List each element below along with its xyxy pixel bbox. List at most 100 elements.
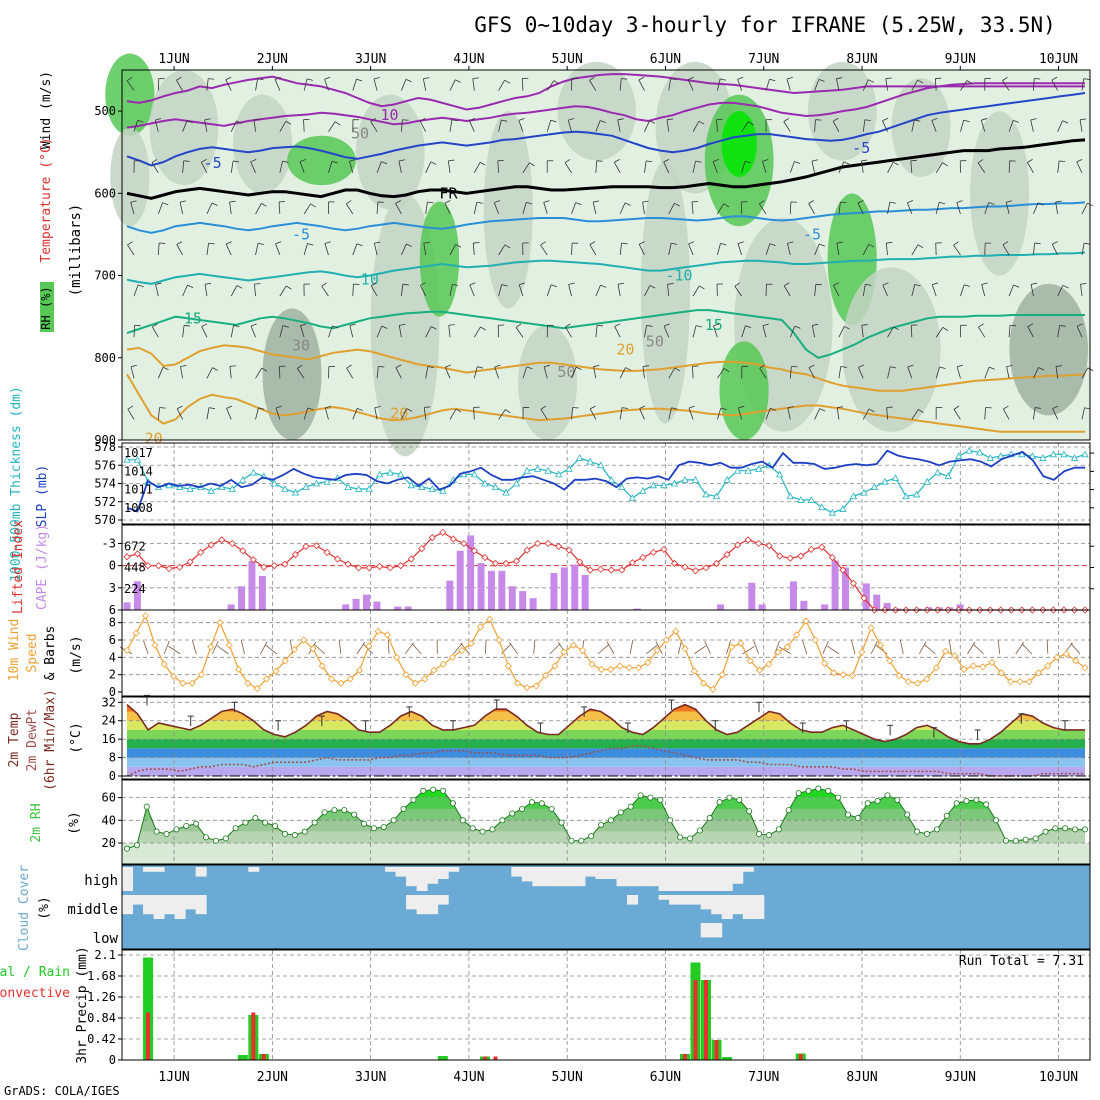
wind-barb bbox=[378, 366, 385, 368]
wind-barb bbox=[1033, 367, 1039, 379]
precip-convective-bar bbox=[261, 1054, 266, 1060]
wind-barb bbox=[893, 326, 899, 331]
cape-bar bbox=[446, 580, 454, 610]
lifted-index-marker bbox=[544, 539, 552, 548]
lifted-index-marker bbox=[397, 562, 405, 570]
wind-barb bbox=[1080, 284, 1083, 297]
wind-speed-marker bbox=[402, 671, 410, 679]
lifted-index-marker bbox=[491, 559, 500, 568]
lifted-index-marker bbox=[734, 541, 742, 549]
rh-shading-region bbox=[287, 135, 356, 186]
surface-wind-barb bbox=[411, 643, 422, 655]
thickness-marker bbox=[681, 476, 689, 483]
wind-speed-marker bbox=[1007, 678, 1015, 686]
wind-tick-label: 4 bbox=[109, 650, 116, 664]
wind-barb bbox=[595, 284, 601, 297]
rh-marker bbox=[904, 811, 911, 818]
cape-bar bbox=[633, 608, 641, 610]
cloud-label-high: high bbox=[84, 873, 118, 889]
wind-barb bbox=[300, 325, 305, 338]
thickness-marker bbox=[249, 468, 258, 476]
cloud-clear-cell bbox=[511, 867, 523, 877]
cloud-axis-label: Cloud Cover bbox=[17, 865, 32, 951]
wind-barb bbox=[130, 366, 135, 379]
cloud-clear-cell bbox=[711, 895, 723, 915]
wind-barb bbox=[518, 120, 524, 132]
wind-unit-label: (m/s) bbox=[69, 635, 84, 674]
rh-marker bbox=[746, 808, 753, 815]
cloud-clear-cell bbox=[185, 895, 197, 910]
temp-color-band bbox=[127, 729, 1085, 740]
wind-barb bbox=[1081, 243, 1085, 256]
wind-barb bbox=[765, 243, 771, 256]
wind-barb bbox=[836, 407, 840, 420]
lifted-index-marker bbox=[428, 533, 436, 542]
wind-barb bbox=[182, 325, 185, 338]
rh-legend-swatch bbox=[40, 282, 54, 332]
wind-barb bbox=[155, 284, 159, 297]
thickness-marker bbox=[891, 474, 900, 481]
lifted-index-marker bbox=[207, 541, 215, 549]
wind-barb bbox=[889, 201, 896, 204]
wind-barb bbox=[226, 408, 232, 420]
thickness-marker bbox=[407, 481, 415, 489]
wind-barb bbox=[300, 323, 307, 327]
wind-barb bbox=[324, 79, 329, 91]
thickness-marker bbox=[607, 476, 615, 483]
isotherm-label: 20 bbox=[390, 405, 408, 423]
wind-barb bbox=[398, 160, 402, 173]
wind-barb bbox=[127, 405, 134, 410]
wind-barb bbox=[376, 161, 382, 173]
rh-marker bbox=[1082, 826, 1089, 833]
rh-marker bbox=[469, 825, 476, 832]
wind-barb bbox=[373, 77, 380, 80]
cloud-clear-cell bbox=[437, 867, 449, 879]
cape-bar bbox=[883, 602, 891, 610]
wind-barb bbox=[882, 282, 889, 286]
lifted-index-marker bbox=[639, 553, 647, 562]
surface-wind-barb bbox=[742, 646, 755, 655]
wind-barb bbox=[430, 161, 437, 165]
wind-barb bbox=[1002, 408, 1010, 420]
lifted-tick-label: 3 bbox=[109, 581, 116, 595]
lifted-index-marker bbox=[281, 560, 289, 568]
wind-speed-marker bbox=[532, 682, 540, 690]
rh-marker bbox=[558, 819, 565, 826]
wind-barb bbox=[814, 284, 817, 297]
wind-barb bbox=[155, 118, 162, 121]
wind-barb bbox=[906, 202, 913, 215]
wind-barb bbox=[395, 364, 402, 368]
wind-barb bbox=[472, 243, 475, 256]
wind-barb bbox=[621, 242, 628, 245]
wind-barb bbox=[1080, 283, 1087, 285]
precip-tick-label: 1.68 bbox=[87, 969, 116, 983]
cloud-clear-cell bbox=[122, 895, 134, 915]
wind-barb bbox=[501, 119, 508, 122]
wind-barb bbox=[1084, 407, 1091, 410]
wind-barb bbox=[157, 243, 160, 256]
wind-barb bbox=[864, 119, 871, 122]
lifted-tick-label: 0 bbox=[109, 559, 116, 573]
rh-marker bbox=[361, 820, 368, 827]
lifted-index-marker bbox=[807, 545, 815, 553]
wind-barb bbox=[447, 160, 451, 173]
cloud-clear-cell bbox=[406, 867, 418, 887]
wind-barb bbox=[444, 200, 451, 204]
wind-barb bbox=[331, 160, 338, 164]
wind-barb bbox=[352, 408, 358, 420]
wind-barb bbox=[734, 282, 740, 287]
cloud-clear-cell bbox=[700, 895, 712, 910]
wind-barb bbox=[449, 408, 457, 420]
wind-barb bbox=[551, 284, 557, 288]
wind-barb bbox=[621, 407, 629, 409]
cloud-clear-cell bbox=[153, 895, 165, 919]
wind-barb bbox=[840, 366, 847, 368]
rh-marker bbox=[864, 800, 871, 807]
thickness-marker bbox=[786, 492, 794, 500]
cloud-clear-cell bbox=[584, 867, 596, 877]
thickness-marker bbox=[933, 468, 942, 476]
wind-barb bbox=[934, 78, 937, 91]
wind-barb bbox=[988, 202, 995, 205]
wind-barb bbox=[568, 282, 575, 285]
isotherm-label: FR bbox=[439, 184, 458, 202]
